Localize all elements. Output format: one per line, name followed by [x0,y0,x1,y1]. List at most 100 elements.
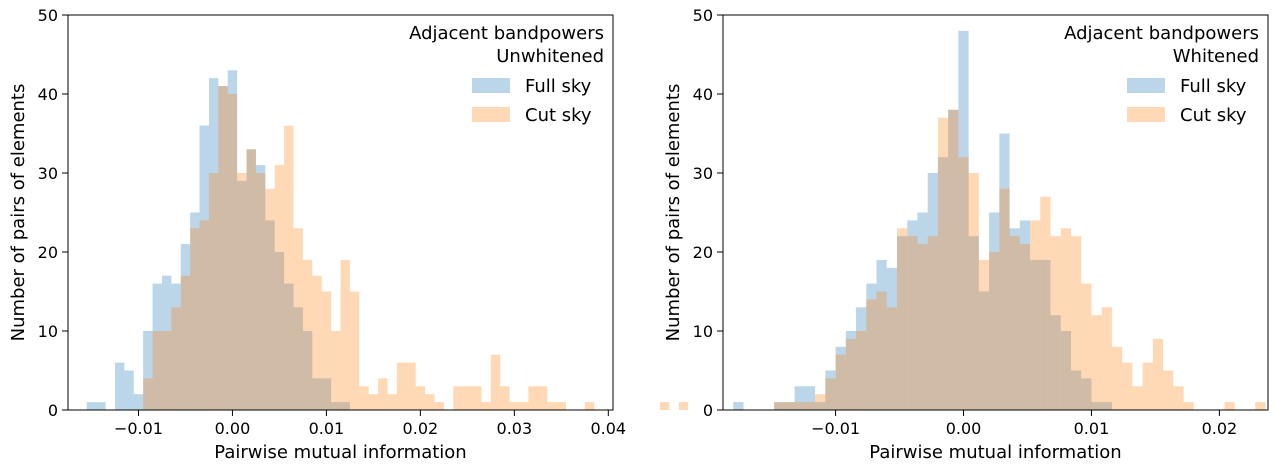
y-tick-label: 10 [693,322,713,341]
bar [519,402,529,410]
chart-panel-1: −0.01 0.00 0.01 0.02 0.03 0.04 0 10 20 30 40 50 Pair… [8,6,689,463]
bar [1081,378,1092,410]
bar [114,362,125,410]
bar [856,331,867,410]
x-tick-label: 0.00 [215,419,251,438]
bar [237,173,247,410]
bar [907,236,918,410]
bar [856,307,867,410]
bar [171,283,181,410]
bar [659,402,670,410]
bars-group [86,70,689,411]
bar [152,283,162,410]
y-tick-label: 30 [38,164,58,183]
bar [876,259,887,410]
bar [284,283,294,410]
x-tick-label: 0.04 [590,419,626,438]
bar [978,291,990,410]
bar [161,275,172,410]
bar [415,386,426,410]
bar [218,86,228,410]
bar [815,394,826,410]
bar [190,228,200,410]
chart-annotation: Whitened [1173,46,1259,67]
bar [948,109,959,411]
y-tick-label: 0 [703,401,713,420]
bar [293,307,303,410]
bar [804,386,816,410]
bar [1173,386,1184,410]
bar [927,173,938,410]
x-axis-label: Pairwise mutual information [869,442,1121,463]
bar [340,259,350,410]
bar [312,275,322,410]
bar [302,331,313,410]
bar [978,259,990,410]
bar [968,173,979,410]
bar [86,402,97,410]
bar [845,331,857,410]
chart-annotation: Adjacent bandpowers [409,23,604,44]
y-tick-label: 0 [48,401,58,420]
bar [359,386,369,410]
bar [143,331,153,410]
bar [968,236,979,410]
bar [1070,370,1082,410]
x-tick-label: 0.02 [1202,419,1238,438]
bar [509,402,520,410]
bar [1122,362,1133,410]
bar [265,220,275,410]
bar [208,78,219,410]
bar [1009,236,1020,410]
bar [1030,220,1041,410]
bar [481,402,491,410]
bar [133,394,144,410]
bar [1030,259,1041,410]
bar [1060,228,1071,410]
bar [312,378,322,410]
legend-label: Cut sky [1180,105,1247,126]
bar [453,386,463,410]
bar [237,180,247,410]
bar [927,236,938,410]
bar [227,94,238,410]
bar [948,109,959,411]
bar [321,378,332,410]
bar [472,386,482,410]
bar [784,402,795,410]
bar [774,402,785,410]
bar [152,331,162,410]
y-axis-label: Number of pairs of elements [8,84,29,342]
bar [274,165,285,410]
bar [733,402,744,410]
bar [208,173,219,410]
bar [293,228,303,410]
legend-label: Full sky [525,76,592,97]
bar [218,86,228,410]
bar [907,220,918,410]
bar [255,165,266,410]
legend-label: Full sky [1180,76,1247,97]
bar [462,386,473,410]
bar [387,394,397,410]
bar [406,362,416,410]
bar [1081,283,1092,410]
bar [1091,315,1102,410]
bar [1050,315,1061,410]
bar [794,402,805,410]
x-tick-label: 0.01 [309,419,345,438]
bar [804,402,816,410]
bar [1142,362,1153,410]
bar [321,291,332,410]
bar [774,402,785,410]
y-tick-label: 40 [693,85,713,104]
y-tick-label: 50 [38,6,58,25]
bar [1091,402,1102,410]
bar [866,299,877,410]
bar [556,402,567,410]
bar [989,252,1000,410]
axes-frame [67,14,614,411]
bar [331,402,341,410]
bar [161,331,172,410]
